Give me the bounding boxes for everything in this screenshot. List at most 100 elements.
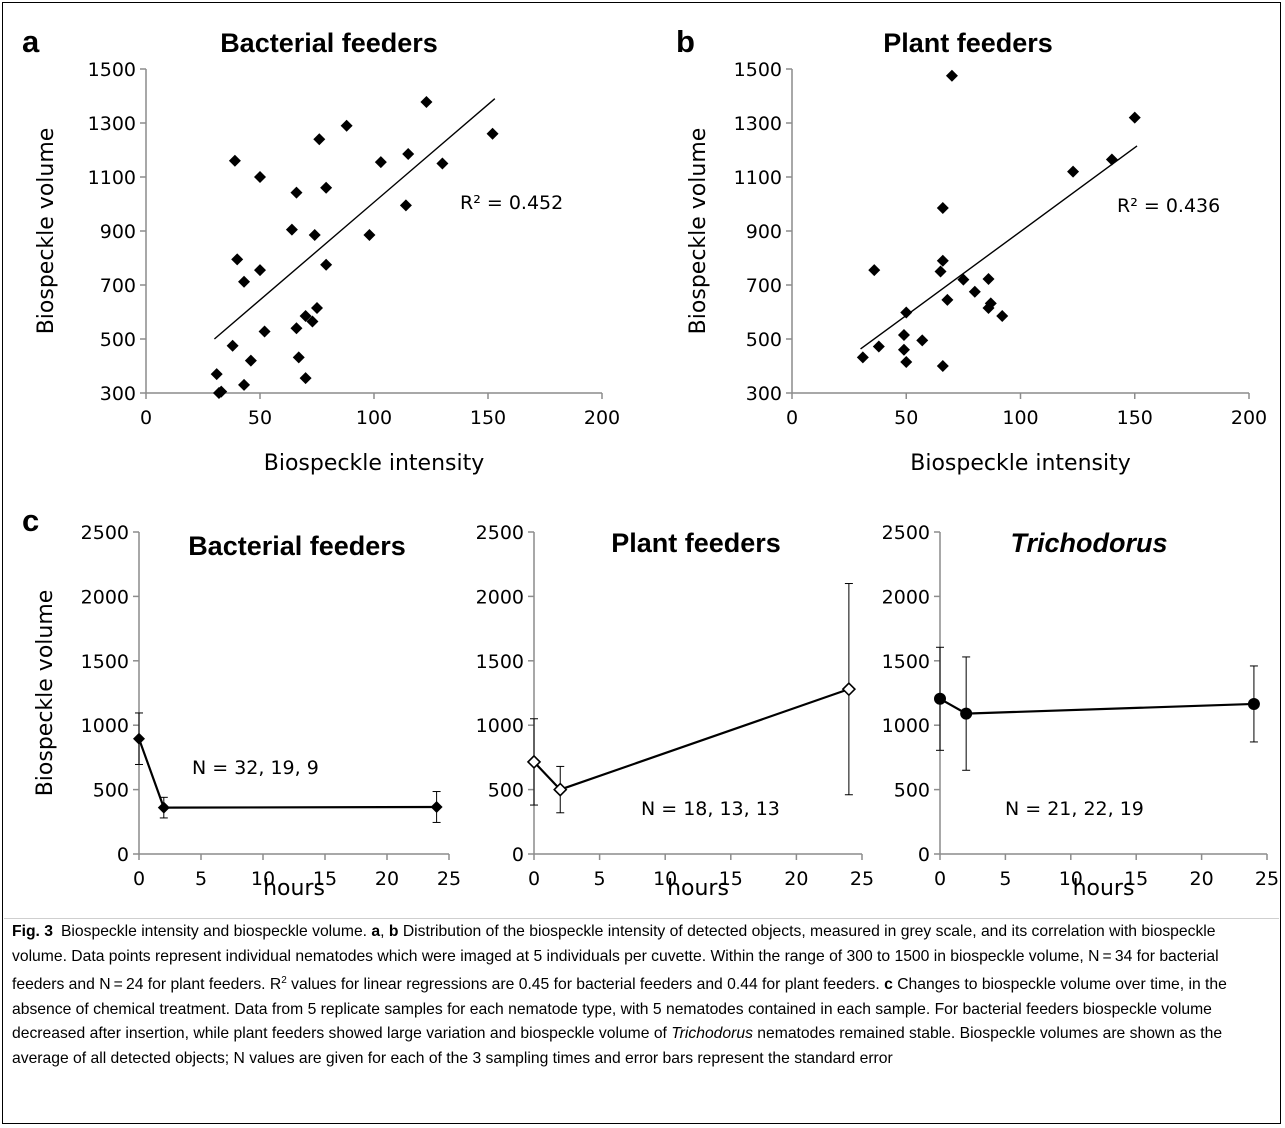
caption-letter-b: b xyxy=(388,923,399,940)
x-tick-label: 10 xyxy=(653,868,677,890)
data-point xyxy=(226,339,239,352)
x-axis-label: hours xyxy=(263,876,325,901)
data-point xyxy=(258,325,271,338)
data-point xyxy=(320,258,333,271)
x-axis-label: hours xyxy=(667,876,729,901)
y-tick-label: 1500 xyxy=(734,59,782,81)
x-tick-label: 150 xyxy=(470,407,506,429)
data-point xyxy=(856,351,869,364)
data-point xyxy=(1247,697,1260,710)
data-point xyxy=(299,310,312,323)
y-tick-label: 500 xyxy=(746,329,782,351)
data-point xyxy=(313,133,326,146)
data-point xyxy=(157,801,170,814)
y-tick-label: 1100 xyxy=(88,167,136,189)
data-point xyxy=(968,285,981,298)
y-tick-label: 1500 xyxy=(81,651,129,673)
data-point xyxy=(244,354,257,367)
x-tick-label: 25 xyxy=(850,868,874,890)
data-point xyxy=(934,265,947,278)
x-tick-label: 0 xyxy=(140,407,152,429)
x-tick-label: 5 xyxy=(999,868,1011,890)
caption-ab-text-2: values for linear regressions are 0.45 f… xyxy=(286,976,880,994)
data-point xyxy=(897,328,910,341)
caption-c-italic: Trichodorus xyxy=(671,1025,753,1043)
data-point xyxy=(320,181,333,194)
series-line xyxy=(939,697,1254,715)
y-tick-label: 0 xyxy=(918,844,930,866)
y-tick-label: 500 xyxy=(894,780,930,802)
x-tick-label: 0 xyxy=(133,868,145,890)
data-point xyxy=(1067,165,1080,178)
data-point xyxy=(957,273,970,286)
caption-letter-sep: , xyxy=(380,923,389,940)
y-tick-label: 500 xyxy=(488,780,524,802)
data-point xyxy=(934,692,946,705)
x-tick-label: 20 xyxy=(375,868,399,890)
chart-title: Plant feeders xyxy=(611,528,781,558)
panel-a-scatter: 300 500 700 900 1100 1300 1500 0 50 100 150 200 Bact… xyxy=(34,28,620,476)
y-tick-label: 1500 xyxy=(882,651,930,673)
data-point xyxy=(285,223,298,236)
y-tick-label: 0 xyxy=(512,844,524,866)
x-axis-label: hours xyxy=(1073,876,1135,901)
y-tick-label: 2000 xyxy=(476,586,524,608)
y-axis-label: Biospeckle volume xyxy=(686,128,711,335)
data-point xyxy=(960,707,973,720)
y-tick-label: 900 xyxy=(746,221,782,243)
panel-letter-c: c xyxy=(22,503,39,538)
chart-title: Bacterial feeders xyxy=(220,28,438,58)
caption-title: Biospeckle intensity and biospeckle volu… xyxy=(60,923,368,940)
data-point xyxy=(553,782,568,797)
chart-annotation: N = 18, 13, 13 xyxy=(641,798,780,820)
y-tick-label: 2500 xyxy=(81,522,129,544)
y-tick-label: 500 xyxy=(100,329,136,351)
x-tick-label: 20 xyxy=(1190,868,1214,890)
data-point xyxy=(308,229,321,242)
data-point xyxy=(1128,111,1141,124)
y-tick-label: 2000 xyxy=(882,586,930,608)
x-tick-label: 50 xyxy=(894,407,918,429)
x-tick-label: 25 xyxy=(1255,868,1279,890)
data-point xyxy=(238,275,251,288)
data-point xyxy=(916,334,929,347)
x-tick-label: 15 xyxy=(1124,868,1148,890)
panel-c-trichodorus-line: 0 500 1000 1500 2000 2500 0 5 10 15 20 25 Trichodoru… xyxy=(882,522,1279,901)
data-point xyxy=(868,264,881,277)
y-tick-label: 1300 xyxy=(88,113,136,135)
y-tick-label: 500 xyxy=(93,780,129,802)
y-axis-label: Biospeckle volume xyxy=(33,590,58,797)
data-point xyxy=(900,355,913,368)
y-tick-label: 700 xyxy=(100,275,136,297)
series-line xyxy=(533,688,850,791)
data-point xyxy=(402,148,415,161)
chart-title: Trichodorus xyxy=(1010,528,1167,558)
x-tick-label: 100 xyxy=(356,407,392,429)
x-tick-label: 200 xyxy=(584,407,620,429)
y-tick-label: 900 xyxy=(100,221,136,243)
y-tick-label: 1500 xyxy=(88,59,136,81)
x-tick-label: 20 xyxy=(784,868,808,890)
data-point xyxy=(290,322,303,335)
x-axis-label: Biospeckle intensity xyxy=(264,451,484,476)
data-point xyxy=(210,368,223,381)
chart-annotation: N = 32, 19, 9 xyxy=(192,757,319,779)
x-tick-label: 0 xyxy=(528,868,540,890)
data-point xyxy=(420,95,433,108)
y-tick-label: 2500 xyxy=(476,522,524,544)
caption-letter-a: a xyxy=(371,923,381,940)
y-tick-label: 1500 xyxy=(476,651,524,673)
data-point xyxy=(945,69,958,82)
chart-title: Bacterial feeders xyxy=(188,531,406,561)
data-point xyxy=(996,310,1009,323)
x-axis-label: Biospeckle intensity xyxy=(910,451,1130,476)
y-axis-label: Biospeckle volume xyxy=(34,128,59,335)
chart-annotation: R² = 0.452 xyxy=(460,192,563,214)
data-point xyxy=(1105,153,1118,166)
x-tick-label: 25 xyxy=(437,868,461,890)
data-point xyxy=(936,254,949,267)
y-tick-label: 300 xyxy=(746,383,782,405)
data-point xyxy=(238,378,251,391)
data-point xyxy=(306,315,319,328)
